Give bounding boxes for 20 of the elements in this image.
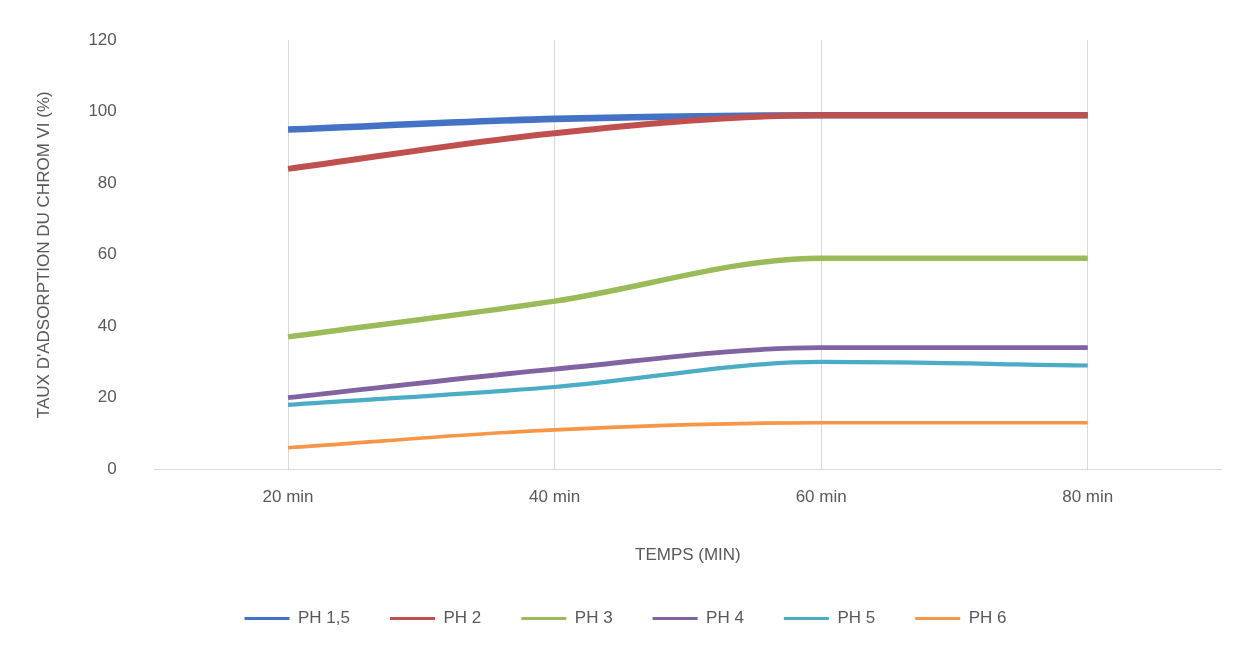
- legend-label: PH 3: [574, 608, 613, 628]
- legend-label: PH 2: [443, 608, 482, 628]
- y-tick-label: 0: [107, 458, 117, 478]
- legend-label: PH 1,5: [298, 608, 351, 628]
- y-tick-label: 120: [88, 29, 117, 49]
- x-axis-title: TEMPS (MIN): [634, 545, 741, 565]
- x-tick-label: 80 min: [1062, 487, 1114, 507]
- y-tick-label: 20: [97, 387, 117, 407]
- y-tick-label: 40: [97, 315, 117, 335]
- y-tick-label: 100: [88, 101, 117, 121]
- legend-label: PH 4: [706, 608, 744, 628]
- y-tick-label: 60: [97, 244, 117, 264]
- legend-label: PH 5: [837, 608, 876, 628]
- y-axis-title: TAUX D'ADSORPTION DU CHROM VI (%): [33, 91, 53, 419]
- x-tick-label: 40 min: [529, 487, 581, 507]
- y-tick-label: 80: [97, 172, 117, 192]
- legend-label: PH 6: [968, 608, 1007, 628]
- x-tick-label: 60 min: [795, 487, 847, 507]
- line-series: [285, 359, 1090, 407]
- x-tick-label: 20 min: [262, 487, 314, 507]
